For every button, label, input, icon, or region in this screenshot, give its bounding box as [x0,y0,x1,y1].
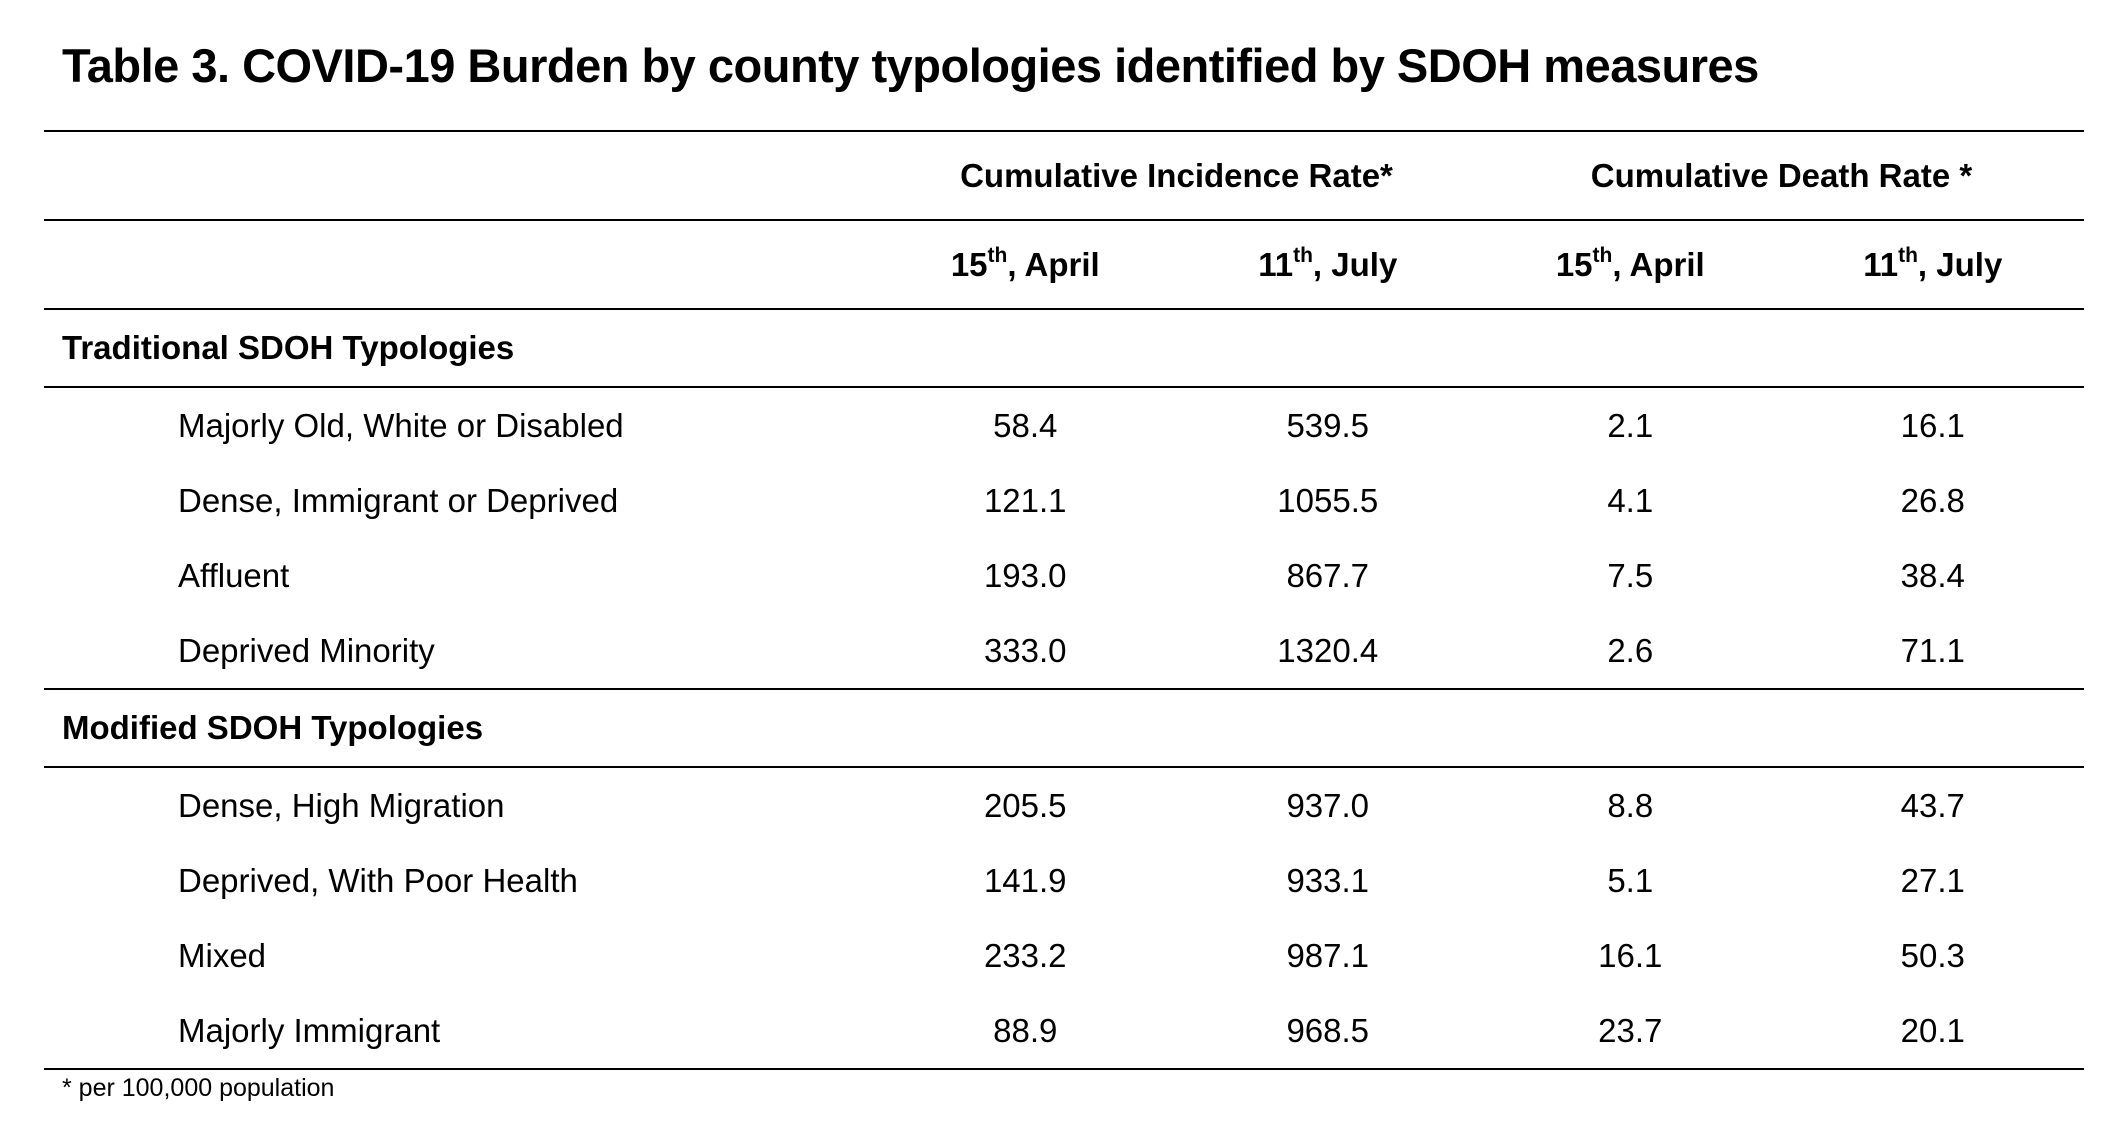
section-header-traditional: Traditional SDOH Typologies [44,309,2084,388]
cell-incidence-july: 987.1 [1286,936,1370,974]
cell-incidence-april: 121.1 [983,481,1067,519]
row-label: Majorly Immigrant [44,993,874,1070]
section-header-modified: Modified SDOH Typologies [44,689,2084,768]
table-row: Dense, Immigrant or Deprived 121.1 1055.… [44,463,2084,538]
header-blank-cell [44,130,874,221]
row-label: Deprived, With Poor Health [178,861,578,899]
cell-incidence-april: 205.5 [983,786,1067,824]
row-label: Affluent [178,556,290,594]
table-row: Majorly Immigrant 88.9 968.5 23.7 20.1 [44,993,2084,1070]
cell-incidence-july: 968.5 [1176,993,1479,1070]
cell-death-april: 2.6 [1479,613,1782,690]
cell-incidence-july: 867.7 [1286,556,1370,594]
cell-death-july: 43.7 [1900,786,1965,824]
cell-death-july: 16.1 [1900,406,1965,444]
cell-death-april: 16.1 [1598,936,1663,974]
table-row: Majorly Old, White or Disabled 58.4 539.… [44,387,2084,463]
header-blank-cell [44,220,874,310]
table-row: Dense, High Migration 205.5 937.0 8.8 43… [44,767,2084,843]
cell-death-july: 27.1 [1900,861,1965,899]
cell-death-april: 7.5 [1607,556,1654,594]
cell-death-july: 50.3 [1900,936,1965,974]
header-death-group: Cumulative Death Rate * [1479,130,2084,221]
cell-death-july: 38.4 [1900,556,1965,594]
cell-incidence-april: 88.9 [874,993,1177,1070]
header-death-april: 15th, April [1479,220,1782,310]
row-label: Deprived Minority [44,613,874,690]
cell-death-april: 8.8 [1607,786,1654,824]
cell-death-july: 26.8 [1900,481,1965,519]
cell-death-april: 23.7 [1479,993,1782,1070]
cell-death-april: 5.1 [1607,861,1654,899]
row-label: Mixed [178,936,267,974]
header-row-dates: 15th, April 11th, July 15th, April 11th,… [44,220,2084,310]
header-incidence-april: 15th, April [874,220,1177,310]
footnote: * per 100,000 population [62,1074,335,1102]
header-incidence-group: Cumulative Incidence Rate* [874,130,1479,221]
section-title: Modified SDOH Typologies [44,689,2084,768]
row-label: Majorly Old, White or Disabled [178,406,624,444]
header-row-groups: Cumulative Incidence Rate* Cumulative De… [44,130,2084,221]
cell-incidence-april: 141.9 [983,861,1067,899]
cell-incidence-july: 1055.5 [1277,481,1379,519]
table-row: Affluent 193.0 867.7 7.5 38.4 [44,538,2084,613]
row-label: Dense, Immigrant or Deprived [178,481,619,519]
cell-incidence-july: 539.5 [1286,406,1370,444]
cell-death-july: 71.1 [1781,613,2084,690]
covid-burden-table: Cumulative Incidence Rate* Cumulative De… [44,130,2084,1070]
cell-incidence-july: 933.1 [1286,861,1370,899]
cell-death-july: 20.1 [1781,993,2084,1070]
row-label: Dense, High Migration [178,786,505,824]
cell-incidence-july: 1320.4 [1176,613,1479,690]
table-row: Deprived, With Poor Health 141.9 933.1 5… [44,843,2084,918]
cell-death-april: 4.1 [1607,481,1654,519]
cell-incidence-april: 333.0 [874,613,1177,690]
header-death-july: 11th, July [1781,220,2084,310]
cell-incidence-april: 193.0 [983,556,1067,594]
table-title: Table 3. COVID-19 Burden by county typol… [62,39,1759,92]
cell-incidence-july: 937.0 [1286,786,1370,824]
cell-incidence-april: 58.4 [993,406,1058,444]
section-title: Traditional SDOH Typologies [44,309,2084,388]
cell-incidence-april: 233.2 [983,936,1067,974]
table-row: Deprived Minority 333.0 1320.4 2.6 71.1 [44,613,2084,690]
table-row: Mixed 233.2 987.1 16.1 50.3 [44,918,2084,993]
cell-death-april: 2.1 [1607,406,1654,444]
header-incidence-july: 11th, July [1176,220,1479,310]
